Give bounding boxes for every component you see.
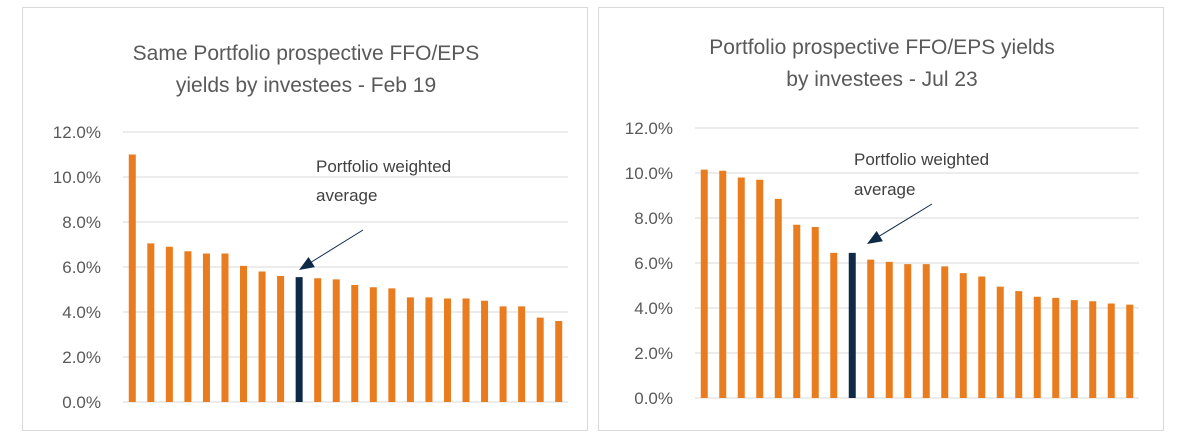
chart-title-line-1: Portfolio prospective FFO/EPS yields <box>709 36 1054 59</box>
bar <box>719 170 727 398</box>
y-tick-label: 8.0% <box>634 209 673 228</box>
bar <box>978 276 986 398</box>
bar <box>737 177 745 398</box>
bar <box>756 179 764 398</box>
bar <box>147 243 155 402</box>
bar <box>793 224 801 398</box>
bars <box>128 154 563 402</box>
bar <box>1089 301 1097 398</box>
annotation-line-1: Portfolio weighted <box>316 157 451 176</box>
bar <box>1052 297 1060 398</box>
y-tick-label: 2.0% <box>62 348 101 367</box>
annotation-line-2: average <box>316 186 377 205</box>
bar <box>388 288 396 402</box>
y-tick-label: 12.0% <box>53 123 101 142</box>
bar <box>481 300 489 402</box>
annotation-arrow <box>299 229 364 270</box>
bar <box>518 306 526 402</box>
bar <box>314 278 322 402</box>
bar <box>700 169 708 398</box>
bar <box>774 198 782 398</box>
y-tick-label: 10.0% <box>625 164 673 183</box>
bar <box>996 286 1004 398</box>
arrow-head <box>299 256 315 270</box>
bar <box>443 298 451 402</box>
bars <box>700 169 1134 398</box>
bar <box>867 259 875 398</box>
y-tick-label: 12.0% <box>625 119 673 138</box>
bar <box>425 297 433 402</box>
annotation-arrow <box>867 203 933 244</box>
bar <box>811 227 819 398</box>
bar-weighted-average <box>295 277 303 402</box>
bar <box>462 298 470 402</box>
bar <box>922 264 930 398</box>
chart-title-line-2: by investees - Jul 23 <box>786 68 977 91</box>
y-tick-label: 0.0% <box>634 389 673 408</box>
bar <box>1070 300 1078 398</box>
bar <box>332 279 340 402</box>
arrow-line <box>304 229 364 267</box>
chart-title-line-2: yields by investees - Feb 19 <box>176 74 436 97</box>
bar <box>277 276 285 402</box>
y-tick-label: 8.0% <box>62 213 101 232</box>
annotation-line-1: Portfolio weighted <box>854 150 989 169</box>
y-tick-label: 6.0% <box>634 254 673 273</box>
bar <box>830 252 838 398</box>
arrow-head <box>867 231 883 244</box>
gridlines <box>695 127 1139 399</box>
chart-panel-left: Same Portfolio prospective FFO/EPS yield… <box>22 7 588 431</box>
bar <box>221 253 229 402</box>
bar <box>165 246 173 402</box>
bar <box>258 271 266 402</box>
y-axis: 0.0% 2.0% 4.0% 6.0% 8.0% 10.0% 12.0% <box>53 123 101 412</box>
bar <box>1107 303 1115 398</box>
bar <box>536 317 544 402</box>
y-tick-label: 4.0% <box>62 303 101 322</box>
chart-left: Same Portfolio prospective FFO/EPS yield… <box>53 42 568 412</box>
y-tick-label: 6.0% <box>62 258 101 277</box>
bar <box>240 265 248 402</box>
bar-weighted-average <box>848 252 856 398</box>
arrow-line <box>872 203 933 241</box>
y-tick-label: 4.0% <box>634 299 673 318</box>
annotation-line-2: average <box>854 180 915 199</box>
bar <box>351 285 359 402</box>
bar <box>369 287 377 402</box>
bar <box>885 261 893 398</box>
chart-title-line-1: Same Portfolio prospective FFO/EPS <box>133 42 480 65</box>
chart-right: Portfolio prospective FFO/EPS yields by … <box>625 36 1139 408</box>
bar <box>499 306 507 402</box>
y-tick-label: 2.0% <box>634 344 673 363</box>
chart-panel-right: Portfolio prospective FFO/EPS yields by … <box>598 7 1164 431</box>
bar <box>959 273 967 398</box>
y-tick-label: 0.0% <box>62 393 101 412</box>
bar <box>941 266 949 398</box>
bar <box>1126 304 1134 398</box>
bar <box>904 264 912 398</box>
bar <box>202 253 210 402</box>
y-tick-label: 10.0% <box>53 168 101 187</box>
bar <box>406 297 414 402</box>
bar <box>128 154 136 402</box>
bar <box>1033 296 1041 398</box>
gridlines <box>123 131 568 403</box>
y-axis: 0.0% 2.0% 4.0% 6.0% 8.0% 10.0% 12.0% <box>625 119 673 408</box>
bar <box>1015 291 1023 398</box>
bar <box>555 321 563 402</box>
bar <box>184 251 192 402</box>
